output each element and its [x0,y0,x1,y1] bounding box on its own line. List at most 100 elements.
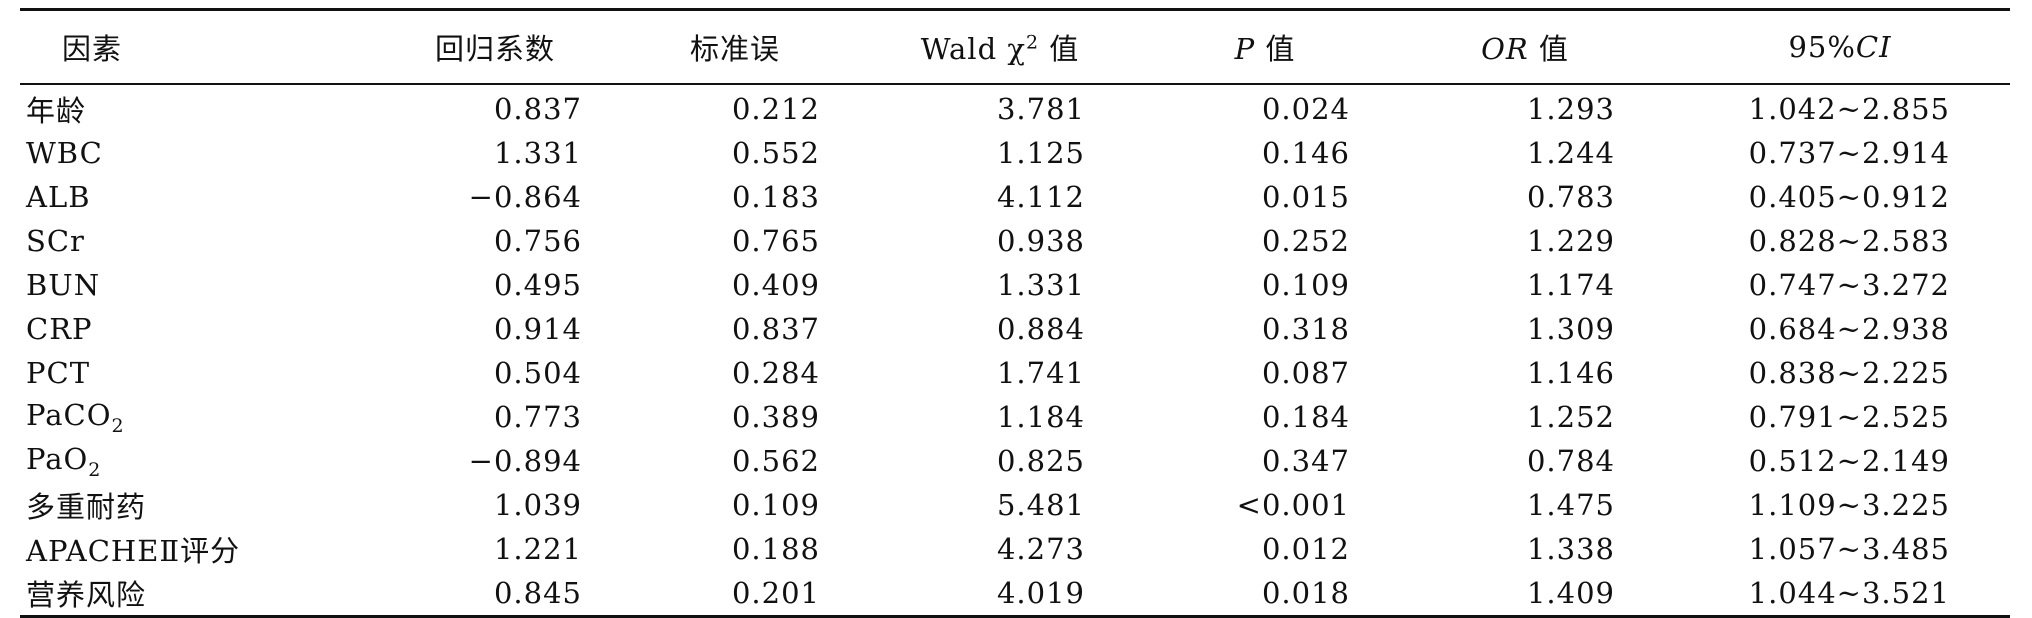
header-wald-sup: 2 [1025,31,1040,54]
header-or: OR 值 [1380,26,1670,68]
factor-name: APACHEⅡ评分 [26,534,241,568]
cell-wald: 1.125 [996,136,1085,170]
cell-or: 1.309 [1526,312,1615,346]
cell-ci: 0.747~3.272 [1748,268,1950,302]
regression-table: 因素 回归系数 标准误 Wald χ2 值 P 值 OR 值 95%CI 年龄 0… [20,8,2010,618]
cell-factor: PaO2 [20,442,370,481]
factor-name: CRP [26,312,93,346]
table-row: PaO2 −0.894 0.562 0.825 0.347 0.784 0.512~2.14… [20,439,2010,483]
cell-wald: 5.481 [996,488,1085,522]
cell-p: 0.012 [1261,532,1350,566]
cell-p: <0.001 [1236,488,1350,522]
cell-factor: BUN [20,268,370,302]
cell-or: 0.784 [1526,444,1615,478]
factor-name: PCT [26,356,91,390]
table-row: CRP 0.914 0.837 0.884 0.318 1.309 0.684~2.938 [20,307,2010,351]
cell-or: 0.783 [1526,180,1615,214]
table-top-rule [20,8,2010,11]
cell-or: 1.409 [1526,576,1615,610]
factor-name: 年龄 [26,94,87,128]
cell-se: 0.389 [731,400,820,434]
cell-wald: 4.112 [996,180,1085,214]
cell-ci: 0.684~2.938 [1748,312,1950,346]
table-row: 多重耐药 1.039 0.109 5.481 <0.001 1.475 1.109~3.22… [20,483,2010,527]
cell-ci: 0.737~2.914 [1748,136,1950,170]
cell-wald: 1.741 [996,356,1085,390]
header-or-suffix: 值 [1528,32,1569,66]
cell-coef: 0.914 [493,312,582,346]
table-header-rule [20,83,2010,85]
cell-p: 0.146 [1261,136,1350,170]
cell-coef: −0.894 [468,444,582,478]
header-p-italic: P [1234,32,1256,66]
cell-se: 0.109 [731,488,820,522]
cell-coef: −0.864 [468,180,582,214]
cell-coef: 1.039 [493,488,582,522]
cell-p: 0.109 [1261,268,1350,302]
cell-factor: WBC [20,136,370,170]
cell-ci: 1.057~3.485 [1748,532,1950,566]
cell-coef: 0.773 [493,400,582,434]
cell-or: 1.146 [1526,356,1615,390]
cell-se: 0.552 [731,136,820,170]
header-ci: 95%CI [1670,30,2010,64]
cell-or: 1.252 [1526,400,1615,434]
header-p: P 值 [1150,26,1380,68]
cell-factor: CRP [20,312,370,346]
factor-name: 营养风险 [26,578,147,612]
header-se: 标准误 [689,32,780,66]
factor-name: SCr [26,224,85,258]
cell-se: 0.201 [731,576,820,610]
cell-p: 0.318 [1261,312,1350,346]
cell-coef: 0.756 [493,224,582,258]
cell-se: 0.212 [731,92,820,126]
cell-ci: 1.044~3.521 [1748,576,1950,610]
cell-p: 0.087 [1261,356,1350,390]
cell-wald: 1.331 [996,268,1085,302]
cell-p: 0.347 [1261,444,1350,478]
cell-ci: 1.109~3.225 [1748,488,1950,522]
cell-se: 0.562 [731,444,820,478]
factor-subscript: 2 [111,414,125,437]
cell-p: 0.252 [1261,224,1350,258]
table-row: PaCO2 0.773 0.389 1.184 0.184 1.252 0.791~2.52… [20,395,2010,439]
cell-or: 1.174 [1526,268,1615,302]
factor-subscript: 2 [88,458,102,481]
cell-se: 0.765 [731,224,820,258]
cell-factor: PCT [20,356,370,390]
cell-se: 0.183 [731,180,820,214]
factor-name: PaO [26,441,89,476]
cell-p: 0.018 [1261,576,1350,610]
header-wald-suffix: 值 [1039,32,1080,66]
cell-coef: 1.221 [493,532,582,566]
cell-wald: 4.019 [996,576,1085,610]
factor-name: 多重耐药 [26,490,147,524]
cell-factor: SCr [20,224,370,258]
cell-se: 0.188 [731,532,820,566]
table-row: BUN 0.495 0.409 1.331 0.109 1.174 0.747~3.272 [20,263,2010,307]
cell-p: 0.184 [1261,400,1350,434]
cell-factor: 营养风险 [20,572,370,614]
table-row: PCT 0.504 0.284 1.741 0.087 1.146 0.838~2.225 [20,351,2010,395]
cell-or: 1.293 [1526,92,1615,126]
header-factor: 因素 [62,32,123,66]
table-row: 年龄 0.837 0.212 3.781 0.024 1.293 1.042~2.855 [20,87,2010,131]
table-row: SCr 0.756 0.765 0.938 0.252 1.229 0.828~2.583 [20,219,2010,263]
cell-or: 1.338 [1526,532,1615,566]
table-row: ALB −0.864 0.183 4.112 0.015 0.783 0.405~0.912 [20,175,2010,219]
cell-factor: ALB [20,180,370,214]
cell-or: 1.229 [1526,224,1615,258]
cell-se: 0.837 [731,312,820,346]
cell-coef: 0.495 [493,268,582,302]
cell-p: 0.015 [1261,180,1350,214]
cell-ci: 1.042~2.855 [1748,92,1950,126]
header-ci-italic: CI [1855,30,1892,64]
cell-wald: 4.273 [996,532,1085,566]
cell-wald: 0.884 [996,312,1085,346]
cell-coef: 1.331 [493,136,582,170]
table-row: WBC 1.331 0.552 1.125 0.146 1.244 0.737~2.914 [20,131,2010,175]
cell-wald: 0.938 [996,224,1085,258]
header-or-italic: OR [1481,32,1529,66]
factor-name: BUN [26,268,101,302]
header-ci-prefix: 95% [1788,30,1856,64]
